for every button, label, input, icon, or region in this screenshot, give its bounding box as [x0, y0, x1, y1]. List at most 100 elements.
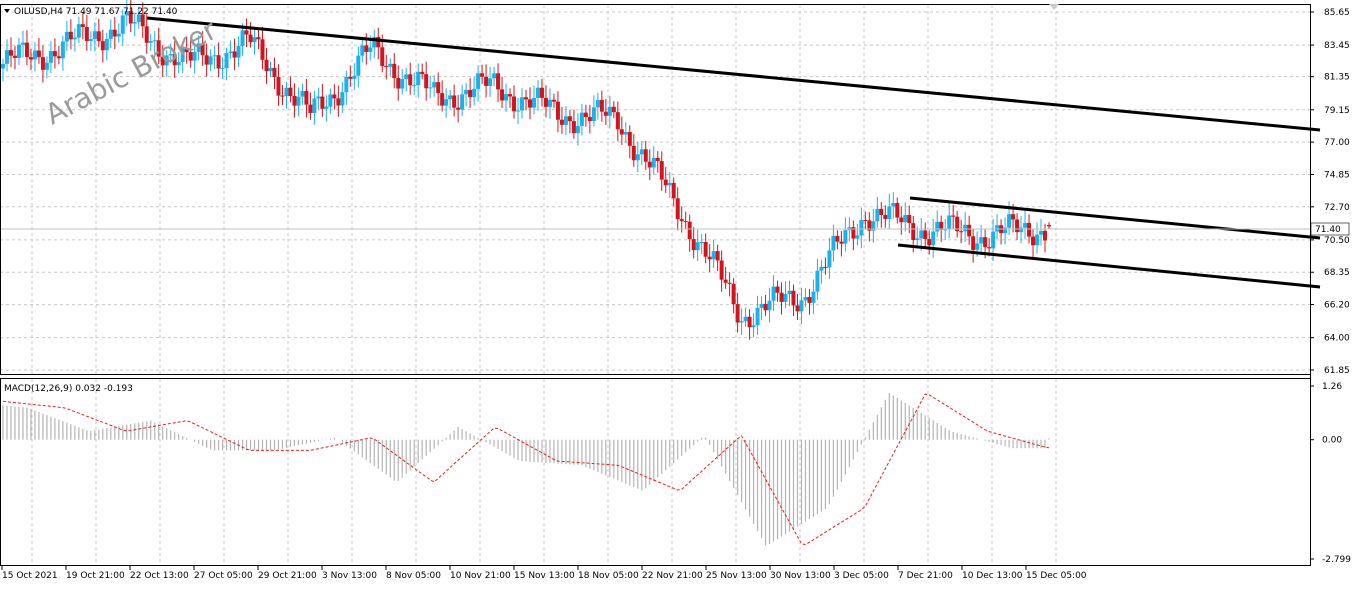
- candle-body: [340, 92, 345, 106]
- time-axis: 15 Oct 2021 19 Oct 21:00 22 Oct 13:00 27 Oc…: [1, 566, 1087, 581]
- candle-body: [204, 55, 209, 65]
- candle-body: [284, 87, 289, 97]
- candle-body: [711, 251, 716, 260]
- price-tick-label: 81.35: [1324, 73, 1350, 83]
- candle-body: [436, 82, 441, 94]
- candle-body: [148, 41, 153, 43]
- candle-body: [547, 99, 552, 107]
- candle-body: [699, 241, 704, 243]
- candle-body: [320, 96, 325, 109]
- candle-body: [751, 325, 756, 328]
- candle-body: [504, 94, 509, 101]
- candle-body: [488, 78, 493, 86]
- candle-body: [603, 111, 608, 116]
- candle-body: [835, 235, 840, 242]
- candle-body: [524, 97, 528, 100]
- candle-body: [643, 149, 648, 162]
- candle-body: [931, 231, 936, 246]
- candle-body: [855, 235, 860, 239]
- candle-body: [492, 73, 497, 79]
- candle-body: [1023, 222, 1028, 228]
- candle-body: [256, 37, 261, 40]
- candle-body: [20, 42, 25, 45]
- candle-body: [583, 112, 588, 118]
- candle-body: [176, 61, 181, 66]
- candle-body: [184, 48, 189, 53]
- candle-body: [563, 116, 568, 125]
- candle-body: [639, 149, 644, 155]
- candle-body: [456, 107, 461, 110]
- price-tick-label: 64.00: [1324, 334, 1350, 344]
- candle-body: [631, 145, 636, 161]
- candle-body: [579, 112, 584, 126]
- candle-body: [1047, 224, 1051, 227]
- candle-body: [180, 48, 185, 62]
- candle-body: [1015, 219, 1020, 233]
- channel-bottom-line[interactable]: [897, 243, 1321, 289]
- candle-body: [779, 292, 784, 302]
- candle-body: [851, 227, 856, 239]
- candle-body: [543, 97, 548, 107]
- candle-body: [328, 94, 333, 107]
- candle-body: [635, 154, 640, 161]
- candle-body: [220, 68, 225, 70]
- candle-body: [1003, 227, 1008, 234]
- candle-body: [539, 87, 544, 98]
- candle-body: [923, 230, 928, 239]
- scroll-marker-icon[interactable]: [1049, 4, 1059, 10]
- candle-body: [460, 94, 465, 110]
- candle-body: [428, 87, 433, 89]
- price-panel-info: OILUSD,H4 71.49 71.67 71.22 71.40: [14, 7, 178, 17]
- candle-body: [531, 97, 536, 108]
- macd-tick-label: 0.00: [1322, 436, 1342, 446]
- chart-menu-icon[interactable]: [4, 9, 10, 13]
- candle-body: [995, 225, 1000, 232]
- candle-body: [316, 96, 321, 99]
- candle-body: [951, 215, 956, 217]
- candle-body: [727, 282, 732, 284]
- candle-body: [272, 67, 277, 77]
- candle-body: [4, 50, 9, 64]
- candle-body: [691, 239, 696, 251]
- candle-body: [196, 43, 201, 52]
- candle-body: [879, 208, 884, 215]
- candle-body: [308, 104, 313, 113]
- candle-body: [276, 76, 281, 96]
- candle-body: [292, 95, 297, 106]
- candle-body: [651, 157, 656, 168]
- candle-body: [252, 37, 257, 43]
- upper-trendline[interactable]: [146, 16, 1321, 132]
- candle-body: [791, 290, 796, 306]
- candle-body: [332, 94, 337, 99]
- candle-body: [979, 237, 984, 244]
- candle-body: [244, 30, 249, 35]
- candle-body: [376, 36, 381, 48]
- candle-body: [1027, 222, 1032, 237]
- candle-body: [703, 241, 708, 257]
- candle-body: [212, 55, 217, 57]
- candle-body: [88, 39, 93, 42]
- candle-body: [188, 52, 193, 61]
- price-tick-label: 61.85: [1324, 366, 1350, 376]
- channel-top-line[interactable]: [909, 196, 1321, 240]
- candle-body: [863, 219, 868, 221]
- candle-body: [208, 56, 213, 65]
- candle-body: [516, 110, 521, 112]
- candle-body: [500, 89, 505, 101]
- candle-body: [228, 51, 233, 53]
- candle-body: [120, 15, 125, 34]
- price-tick-label: 70.50: [1324, 236, 1350, 246]
- time-tick-label: 3 Nov 13:00: [322, 571, 377, 581]
- candle-body: [364, 45, 369, 52]
- candle-body: [787, 290, 792, 295]
- candle-body: [136, 14, 141, 23]
- candle-body: [591, 107, 596, 122]
- price-tick-label: 74.85: [1324, 170, 1350, 180]
- candle-body: [64, 31, 69, 42]
- candle-body: [887, 206, 892, 219]
- macd-axis: 1.26 0.00 -2.799: [1310, 382, 1351, 565]
- time-tick-label: 15 Oct 2021: [2, 571, 58, 581]
- candle-body: [112, 29, 117, 37]
- candle-body: [400, 79, 405, 89]
